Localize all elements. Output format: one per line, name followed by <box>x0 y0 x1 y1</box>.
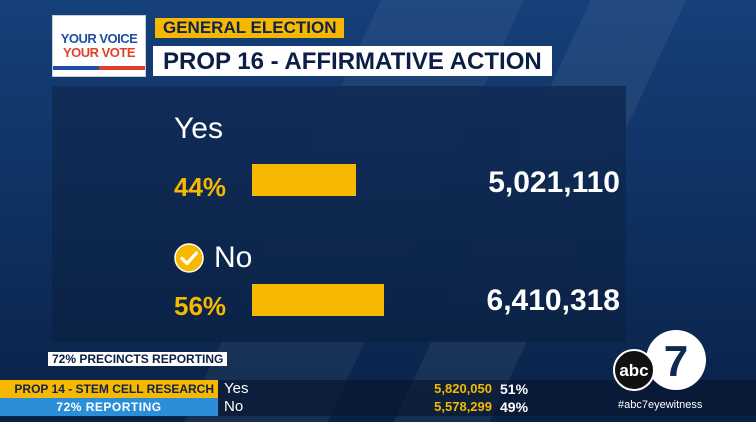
percent-no: 56% <box>174 291 227 321</box>
logo-line-2: YOUR VOTE <box>62 45 136 60</box>
your-voice-your-vote-logo: YOUR VOICE YOUR VOTE <box>53 16 145 76</box>
votes-yes: 5,021,110 <box>488 166 620 199</box>
ticker-votes-yes: 5,820,050 <box>434 381 492 396</box>
ticker-choice-yes: Yes <box>224 380 249 397</box>
ticker-reporting: 72% REPORTING <box>0 398 218 416</box>
ticker-proposition: PROP 14 - STEM CELL RESEARCH <box>0 380 218 398</box>
choice-label-no: No <box>214 241 253 274</box>
percent-yes: 44% <box>174 172 227 202</box>
channel-number: 7 <box>664 337 688 386</box>
abc-text: abc <box>619 361 648 380</box>
bar-yes <box>252 164 356 196</box>
logo-line-1: YOUR VOICE <box>60 31 138 46</box>
hashtag: #abc7eyewitness <box>618 399 703 411</box>
abc7-logo: 7 abc <box>613 330 706 391</box>
precincts-reporting: 72% PRECINCTS REPORTING <box>48 352 228 366</box>
ticker-percent-no: 49% <box>500 399 529 415</box>
logo-stripe <box>53 66 145 70</box>
ticker-choice-no: No <box>224 398 244 415</box>
bar-no <box>252 284 384 316</box>
election-tag: GENERAL ELECTION <box>155 18 345 38</box>
ticker-votes-no: 5,578,299 <box>434 399 492 414</box>
votes-no: 6,410,318 <box>486 284 620 317</box>
ticker-percent-yes: 51% <box>500 381 529 397</box>
checkmark-circle-icon <box>174 243 204 273</box>
choice-label-yes: Yes <box>174 112 223 145</box>
proposition-title: PROP 16 - AFFIRMATIVE ACTION <box>153 46 552 76</box>
